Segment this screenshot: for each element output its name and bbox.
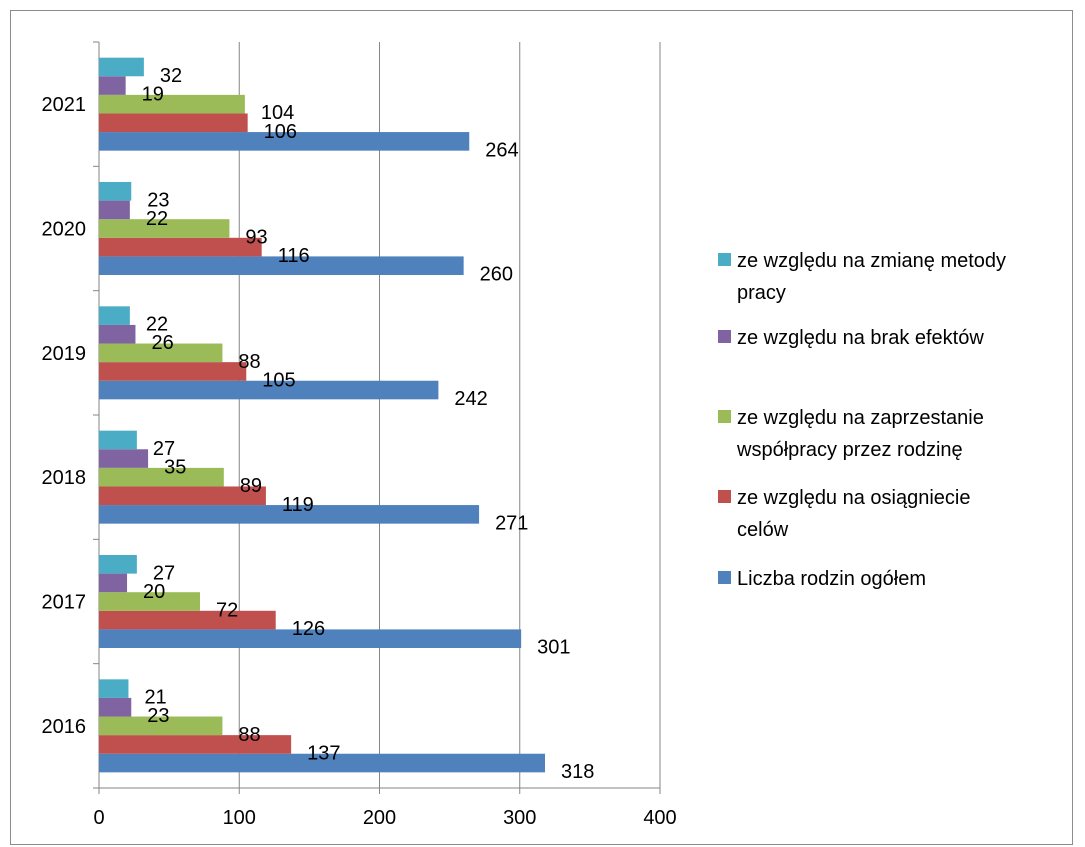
data-label: 27 xyxy=(153,438,175,460)
legend-label: celów xyxy=(737,519,789,541)
data-label: 89 xyxy=(240,475,262,497)
data-label: 26 xyxy=(151,332,173,354)
bar xyxy=(99,57,144,77)
bar xyxy=(99,555,137,574)
y-tick-label: 2018 xyxy=(42,467,87,489)
data-label: 88 xyxy=(238,351,260,373)
data-label: 22 xyxy=(146,208,168,230)
x-tick-label: 300 xyxy=(503,807,536,829)
data-label: 318 xyxy=(561,761,594,783)
bar xyxy=(99,716,223,736)
data-label: 32 xyxy=(160,65,182,87)
data-label: 271 xyxy=(495,512,528,534)
data-label: 105 xyxy=(262,369,295,391)
data-label: 106 xyxy=(264,121,297,143)
legend-swatch xyxy=(718,410,731,423)
data-label: 104 xyxy=(261,102,294,124)
data-label: 116 xyxy=(278,245,310,267)
bar xyxy=(99,679,129,698)
data-label: 126 xyxy=(292,618,325,640)
data-label: 23 xyxy=(147,189,169,211)
bar xyxy=(99,449,149,468)
bar xyxy=(99,505,480,524)
data-label: 137 xyxy=(307,742,340,764)
legend-swatch xyxy=(718,330,731,343)
bar xyxy=(99,735,292,754)
bar xyxy=(99,380,439,400)
data-label: 264 xyxy=(485,139,518,161)
x-tick-label: 100 xyxy=(223,807,256,829)
legend-label: ze względu na brak efektów xyxy=(737,327,984,349)
data-label: 20 xyxy=(143,581,165,603)
bar xyxy=(99,592,200,611)
bar xyxy=(99,306,130,325)
bar xyxy=(99,573,128,593)
legend-label: współpracy przez rodzinę xyxy=(736,439,963,461)
y-tick-label: 2021 xyxy=(42,94,87,116)
legend-label: ze względu na zaprzestanie xyxy=(737,407,984,429)
bar xyxy=(99,132,470,151)
y-tick-label: 2019 xyxy=(42,343,87,365)
data-label: 35 xyxy=(164,457,186,479)
data-label: 72 xyxy=(216,600,238,622)
chart-frame: 0 100 200 300 400 2016 318 137 88 23 21 2017 301 126 7… xyxy=(10,10,1073,845)
bar xyxy=(99,256,464,275)
bar xyxy=(99,200,130,220)
legend-label: ze względu na zmianę metody xyxy=(737,250,1006,272)
bar xyxy=(99,94,245,114)
data-label: 27 xyxy=(153,562,175,584)
bar xyxy=(99,324,136,344)
legend-swatch xyxy=(718,571,731,584)
bar xyxy=(99,362,247,381)
bar xyxy=(99,182,132,201)
y-tick-label: 2020 xyxy=(42,219,87,241)
bar xyxy=(99,219,230,238)
y-tick-label: 2016 xyxy=(42,716,87,738)
data-label: 242 xyxy=(454,388,487,410)
data-label: 88 xyxy=(238,724,260,746)
bar xyxy=(99,237,262,257)
bar xyxy=(99,486,266,506)
bar xyxy=(99,697,132,717)
y-tick-label: 2017 xyxy=(42,592,87,614)
bar xyxy=(99,343,223,363)
bar xyxy=(99,76,126,95)
bar xyxy=(99,430,137,450)
data-label: 21 xyxy=(144,687,166,709)
legend-label: Liczba rodzin ogółem xyxy=(737,568,926,590)
bar xyxy=(99,629,522,648)
legend-swatch xyxy=(718,253,731,266)
data-label: 23 xyxy=(147,705,169,727)
data-label: 119 xyxy=(282,494,314,516)
data-label: 260 xyxy=(480,264,513,286)
bar-chart: 0 100 200 300 400201631813788232120173011267… xyxy=(42,41,1006,829)
legend-label: ze względu na osiągniecie xyxy=(737,487,971,509)
legend-swatch xyxy=(718,490,731,503)
legend-label: pracy xyxy=(737,282,786,304)
bar xyxy=(99,610,276,630)
x-tick-label: 200 xyxy=(363,807,396,829)
x-tick-label: 0 xyxy=(93,807,104,829)
data-label: 22 xyxy=(146,314,168,336)
data-label: 301 xyxy=(537,637,570,659)
x-tick-label: 400 xyxy=(643,807,676,829)
bar xyxy=(99,467,224,487)
data-label: 19 xyxy=(142,84,164,106)
bar xyxy=(99,113,248,133)
bar xyxy=(99,753,545,773)
data-label: 93 xyxy=(245,227,267,249)
